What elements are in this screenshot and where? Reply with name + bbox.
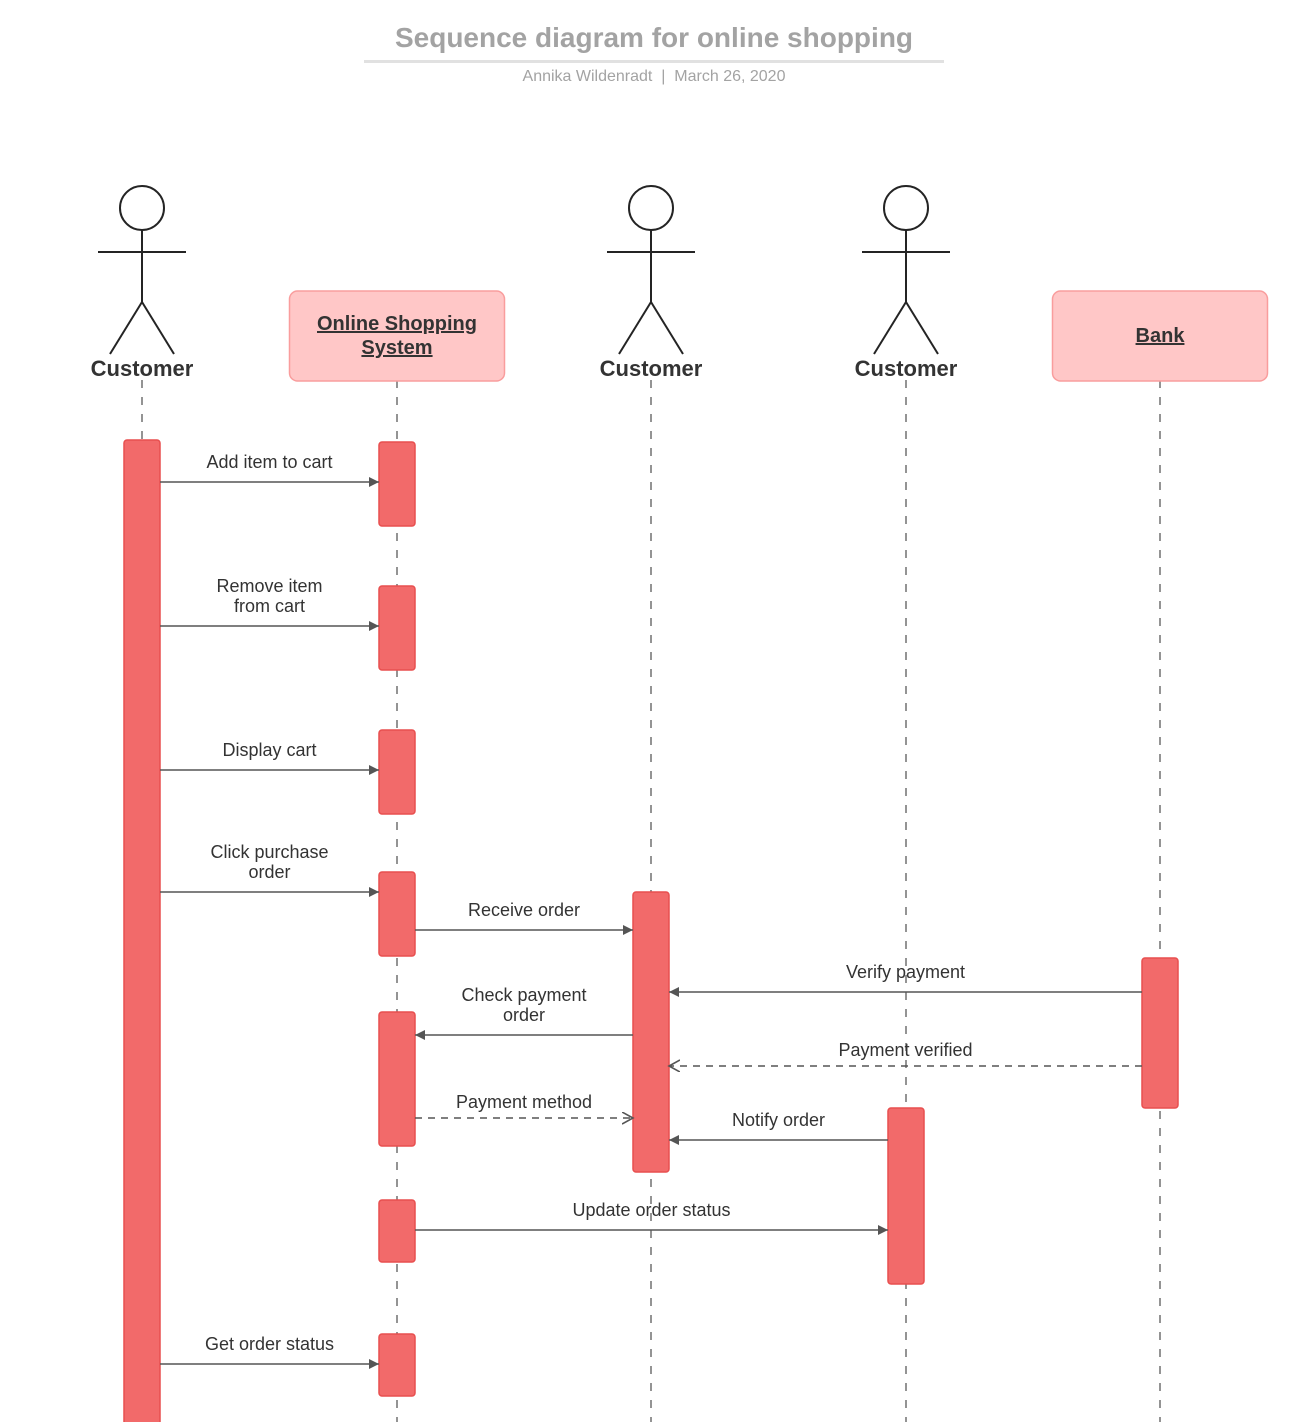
activation-bar <box>379 1334 415 1396</box>
participant-label: System <box>361 337 432 359</box>
activation-bar <box>379 586 415 670</box>
participant-header <box>290 291 505 381</box>
message-label: Update order status <box>572 1200 730 1220</box>
message-label: Verify payment <box>846 962 965 982</box>
message-label: from cart <box>234 596 305 616</box>
activation-bar <box>379 442 415 526</box>
activation-bar <box>379 1200 415 1262</box>
message-label: Notify order <box>732 1110 825 1130</box>
activation-bar <box>633 892 669 1172</box>
message-label: Remove item <box>216 576 322 596</box>
activation-bar <box>124 440 160 1422</box>
message-label: order <box>248 862 290 882</box>
message-label: Payment method <box>456 1092 592 1112</box>
message-label: order <box>503 1005 545 1025</box>
actor-label: Customer <box>855 356 958 381</box>
actor-label: Customer <box>600 356 703 381</box>
message-label: Get order status <box>205 1334 334 1354</box>
actor-icon: Customer <box>600 186 703 381</box>
message-label: Click purchase <box>210 842 328 862</box>
message-label: Check payment <box>461 985 586 1005</box>
activation-bar <box>888 1108 924 1284</box>
actor-label: Customer <box>91 356 194 381</box>
participant-label: Online Shopping <box>317 313 477 335</box>
actor-icon: Customer <box>91 186 194 381</box>
activation-bar <box>1142 958 1178 1108</box>
actor-icon: Customer <box>855 186 958 381</box>
message-label: Display cart <box>222 740 316 760</box>
activation-bar <box>379 1012 415 1146</box>
message-label: Receive order <box>468 900 580 920</box>
message-label: Payment verified <box>838 1040 972 1060</box>
message-label: Add item to cart <box>206 452 332 472</box>
participant-label: Bank <box>1136 325 1186 347</box>
sequence-diagram: Customer Online ShoppingSystem Customer Cus… <box>0 0 1308 1422</box>
activation-bar <box>379 730 415 814</box>
activation-bar <box>379 872 415 956</box>
